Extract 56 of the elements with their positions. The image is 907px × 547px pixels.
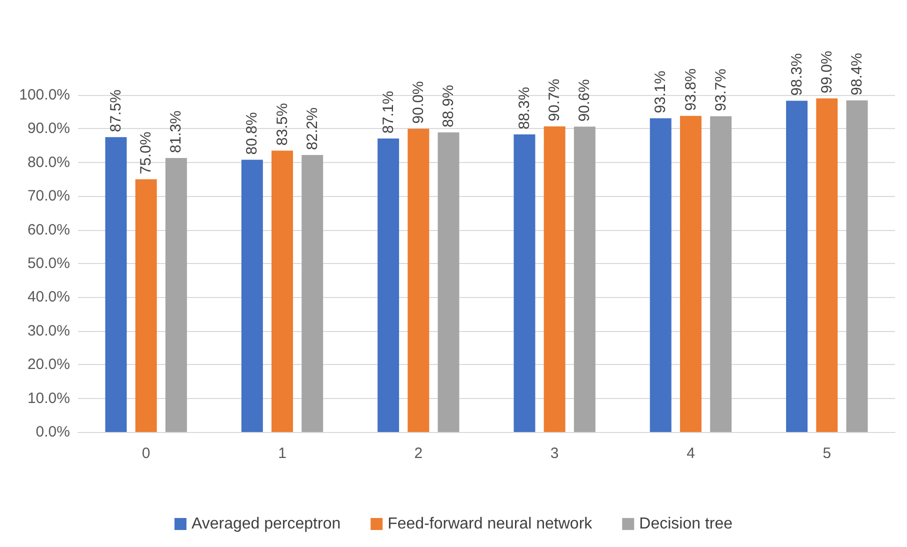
x-tick-label: 0 [142,445,150,462]
bar [241,160,263,432]
data-label: 93.7% [712,68,730,112]
y-tick-label: 100.0% [19,86,70,104]
data-label: 88.3% [516,86,533,130]
bar [574,126,596,432]
bar [816,98,838,432]
y-tick-label: 10.0% [27,390,70,407]
data-label: 93.8% [682,68,700,111]
data-label: 87.5% [107,90,124,132]
bar [786,100,808,432]
bar [105,137,127,432]
data-label: 90.6% [576,79,594,122]
legend-label: Feed-forward neural network [388,516,594,532]
data-label: 83.5% [274,103,291,146]
legend-label: Decision tree [639,516,733,532]
bar [846,100,868,432]
y-tick-label: 70.0% [27,188,70,205]
data-label: 88.9% [440,84,458,128]
bar [135,179,157,432]
bar [302,154,324,432]
data-label: 82.2% [304,107,321,150]
y-tick-label: 90.0% [27,120,70,138]
data-label: 93.1% [652,70,670,114]
x-tick-label: 1 [278,445,286,462]
bar [438,132,460,432]
data-label: 87.1% [380,90,397,134]
data-label: 80.8% [244,112,261,155]
x-tick-label: 3 [550,445,559,462]
x-tick-label: 4 [686,445,695,462]
y-tick-label: 0.0% [36,424,70,440]
bar [272,150,293,432]
legend-label: Averaged perceptron [191,516,341,532]
y-tick-label: 50.0% [27,255,70,272]
data-label: 81.3% [168,110,185,154]
y-tick-label: 80.0% [27,154,70,171]
x-tick-label: 5 [822,445,832,462]
bar [165,158,187,432]
data-label: 90.0% [410,81,427,124]
data-label: 98.3% [788,53,806,96]
data-label: 90.7% [546,78,564,122]
data-label: 75.0% [138,132,155,174]
bar [514,134,536,432]
data-label: 99.0% [818,50,836,94]
data-label: 98.4% [848,52,866,96]
bar [710,116,732,432]
bar [680,116,702,432]
bar [378,138,400,432]
y-tick-label: 20.0% [27,356,70,374]
bar [408,128,430,432]
y-tick-label: 30.0% [27,322,70,340]
bar [650,118,672,432]
y-tick-label: 40.0% [27,288,70,306]
y-tick-label: 60.0% [27,221,70,238]
bar [544,126,566,432]
x-tick-label: 2 [414,445,423,462]
